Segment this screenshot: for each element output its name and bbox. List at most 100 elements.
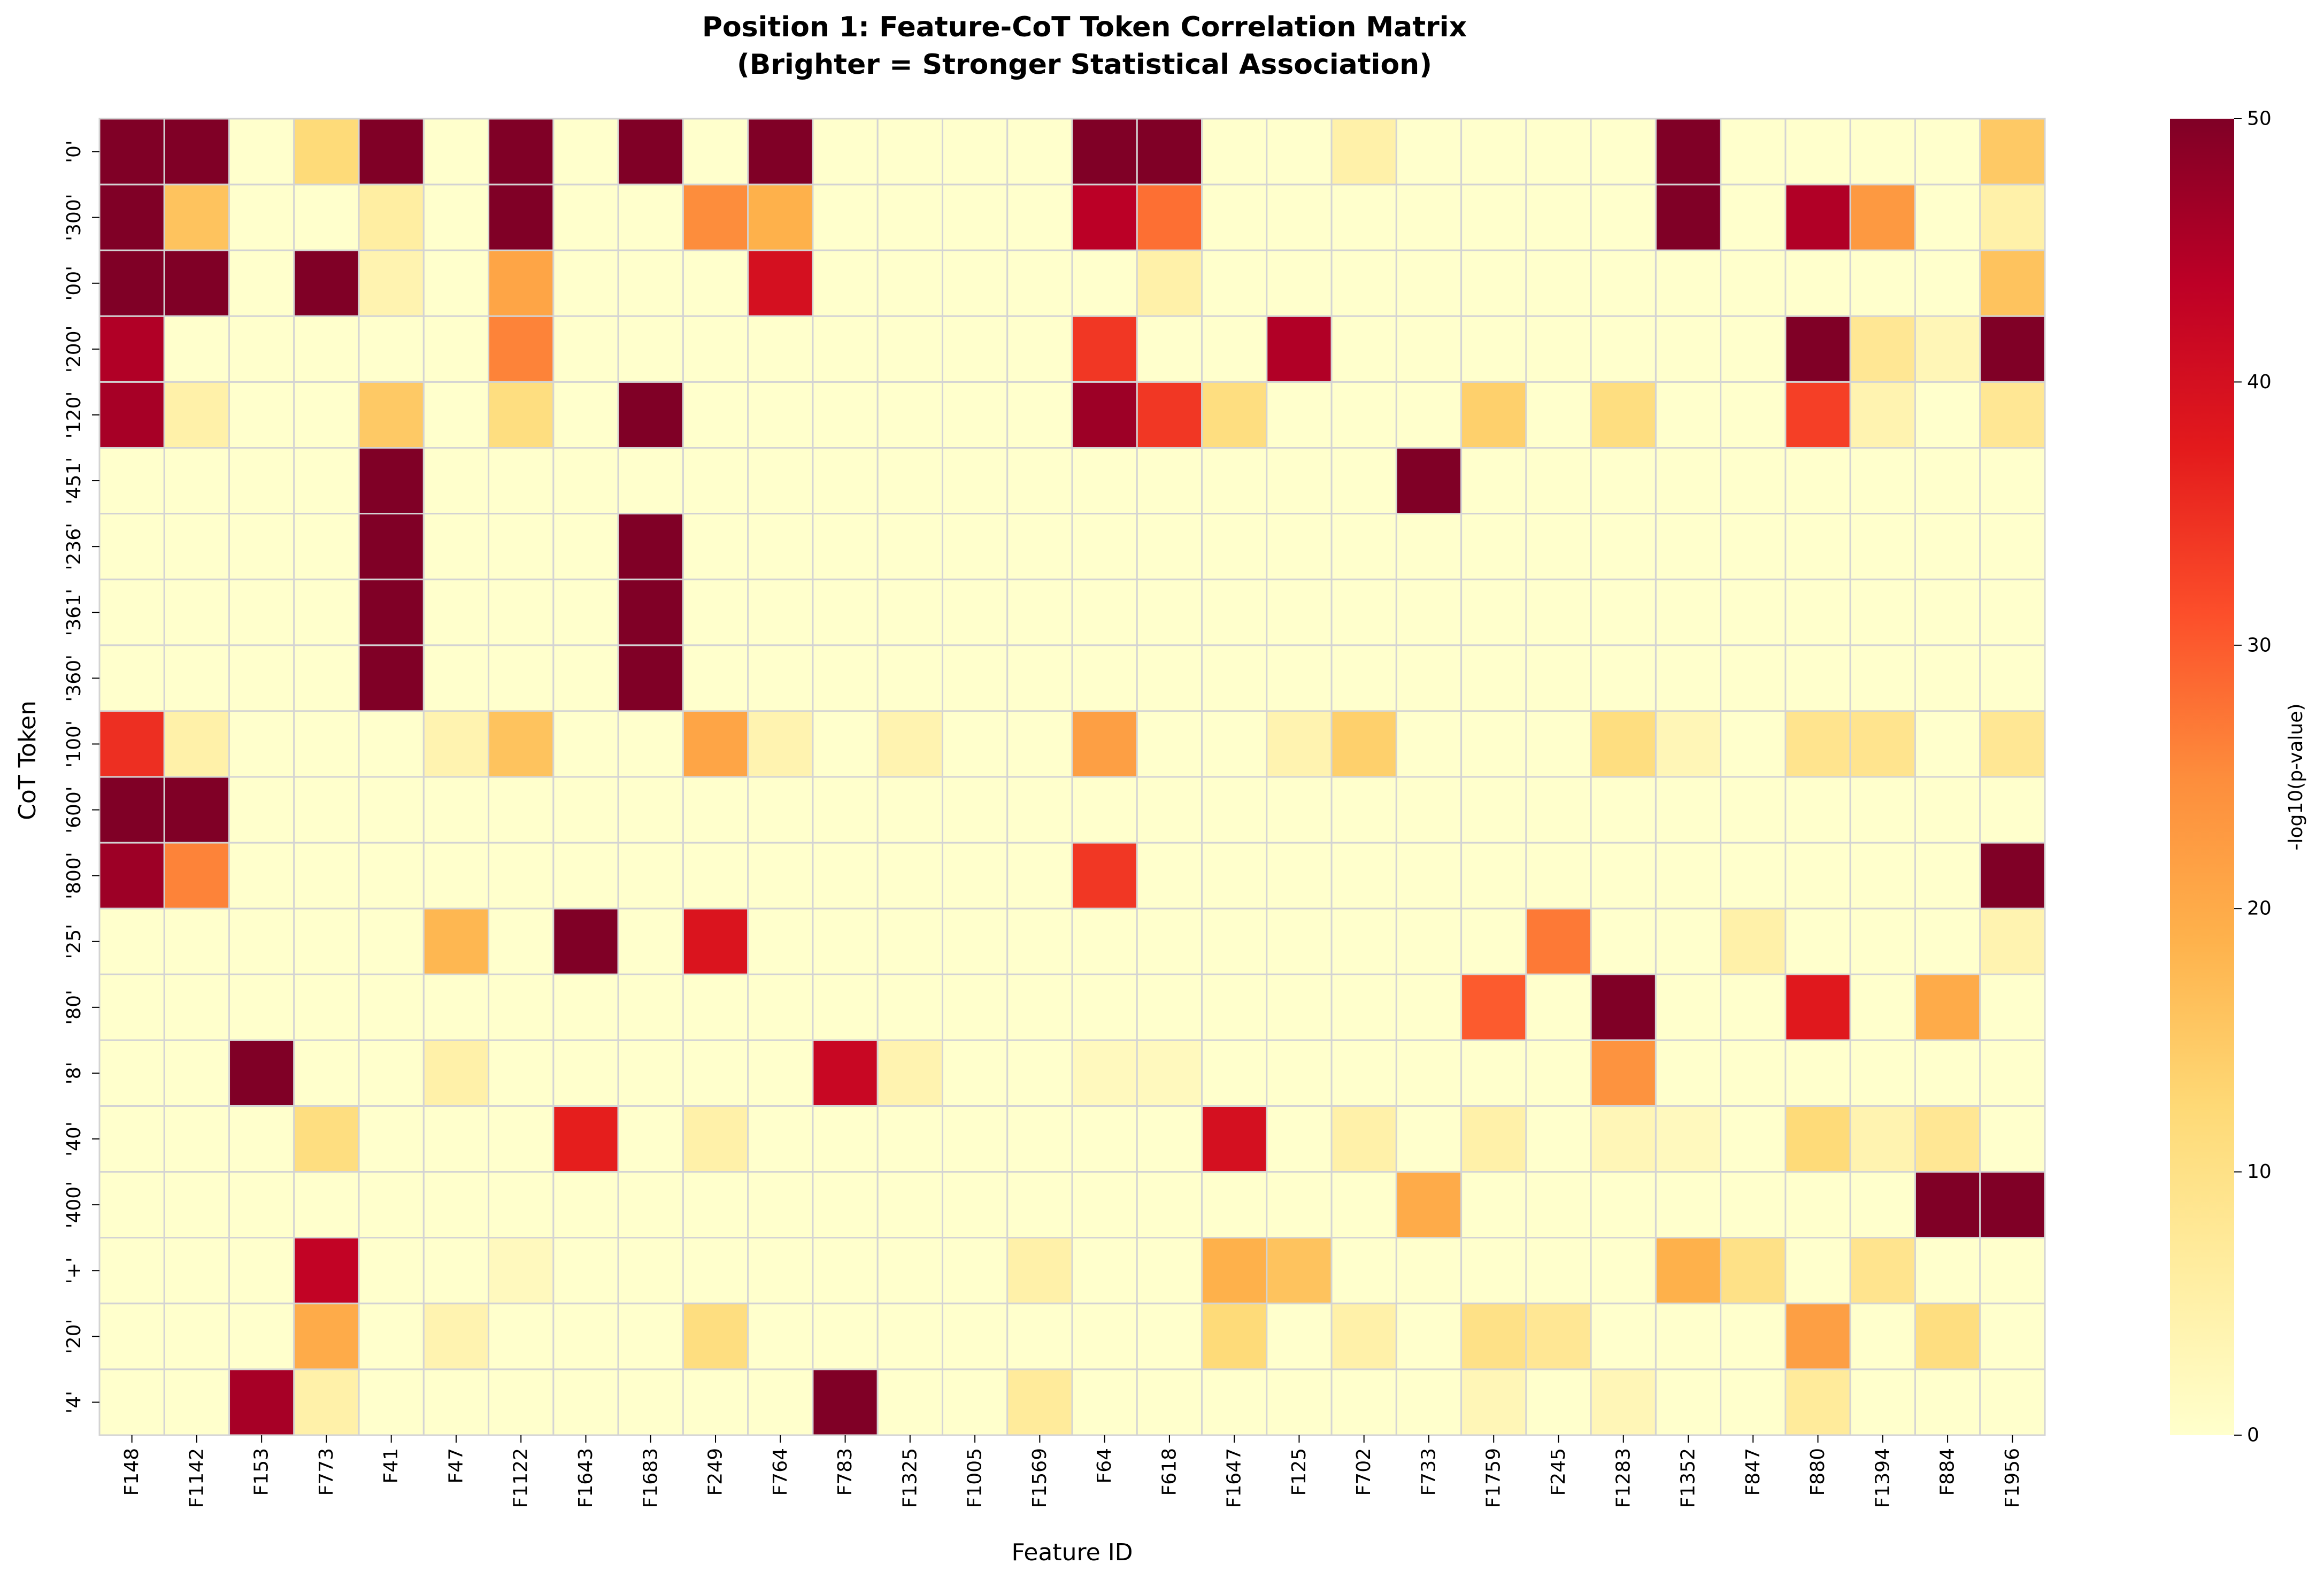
heatmap-cell — [1201, 183, 1268, 251]
heatmap-cell — [1460, 710, 1527, 778]
heatmap-cell — [1330, 118, 1397, 186]
heatmap-cell — [1071, 907, 1138, 975]
heatmap-cell — [1395, 447, 1463, 515]
heatmap-cell — [1136, 315, 1203, 383]
heatmap-cell — [358, 447, 425, 515]
heatmap-cell — [1784, 579, 1851, 646]
heatmap-cell — [1849, 1368, 1916, 1436]
heatmap-cell — [163, 315, 230, 383]
heatmap-cell — [876, 118, 943, 186]
heatmap-cell — [1071, 973, 1138, 1041]
heatmap-cell — [941, 1105, 1009, 1173]
heatmap-cell — [1654, 1039, 1722, 1107]
heatmap-cell — [228, 315, 295, 383]
heatmap-cell — [1330, 1171, 1397, 1239]
heatmap-cell — [1460, 1368, 1527, 1436]
heatmap-cell — [1525, 183, 1592, 251]
heatmap-cell — [1525, 1237, 1592, 1305]
heatmap-cell — [552, 579, 619, 646]
heatmap-cell — [876, 1368, 943, 1436]
heatmap-cell — [1460, 315, 1527, 383]
heatmap-cell — [1590, 1039, 1657, 1107]
heatmap-cell — [876, 644, 943, 712]
heatmap-cell — [1525, 513, 1592, 581]
heatmap-cell — [552, 644, 619, 712]
y-tick-label: '600' — [63, 786, 85, 834]
heatmap-cell — [1525, 644, 1592, 712]
heatmap-cell — [617, 1237, 684, 1305]
heatmap-cell — [876, 1303, 943, 1370]
heatmap-cell — [682, 842, 749, 910]
heatmap-cell — [941, 315, 1009, 383]
heatmap-cell — [293, 1237, 360, 1305]
heatmap-cell — [1266, 1105, 1333, 1173]
heatmap-cell — [1330, 513, 1397, 581]
heatmap-cell — [228, 1171, 295, 1239]
heatmap-cell — [1071, 842, 1138, 910]
heatmap-cell — [1330, 776, 1397, 844]
heatmap-cell — [1006, 249, 1073, 317]
colorbar-tick-label: 50 — [2247, 108, 2272, 130]
heatmap-cell — [1979, 842, 2046, 910]
heatmap-cell — [163, 381, 230, 449]
heatmap-cell — [1266, 183, 1333, 251]
heatmap-cell — [1849, 644, 1916, 712]
heatmap-cell — [358, 381, 425, 449]
heatmap-cell — [163, 513, 230, 581]
heatmap-cell — [552, 710, 619, 778]
heatmap-cell — [941, 1368, 1009, 1436]
heatmap-cell — [228, 118, 295, 186]
heatmap-cell — [552, 183, 619, 251]
heatmap-cell — [1525, 315, 1592, 383]
heatmap-cell — [1071, 710, 1138, 778]
heatmap-cell — [1330, 447, 1397, 515]
x-tick-label: F41 — [380, 1448, 402, 1484]
heatmap-cell — [422, 1368, 490, 1436]
heatmap-cell — [1979, 1039, 2046, 1107]
heatmap-cell — [747, 249, 814, 317]
heatmap-cell — [1330, 842, 1397, 910]
heatmap-cell — [293, 710, 360, 778]
heatmap-cell — [617, 644, 684, 712]
heatmap-cell — [163, 1368, 230, 1436]
heatmap-cell — [1201, 1237, 1268, 1305]
heatmap-cell — [1784, 1039, 1851, 1107]
heatmap-cell — [1136, 907, 1203, 975]
heatmap-cell — [1006, 710, 1073, 778]
heatmap-cell — [1720, 315, 1787, 383]
heatmap-cell — [1136, 710, 1203, 778]
heatmap-cell — [1201, 315, 1268, 383]
heatmap-cell — [747, 842, 814, 910]
heatmap-cell — [1071, 776, 1138, 844]
heatmap-cell — [1266, 644, 1333, 712]
heatmap-cell — [1395, 644, 1463, 712]
heatmap-cell — [1914, 1368, 1981, 1436]
y-tick-label: '236' — [63, 523, 85, 571]
heatmap-cell — [941, 710, 1009, 778]
heatmap-cell — [1590, 1171, 1657, 1239]
heatmap-cell — [1784, 1368, 1851, 1436]
heatmap-cell — [552, 842, 619, 910]
heatmap-cell — [488, 118, 555, 186]
heatmap-cell — [1460, 118, 1527, 186]
heatmap-cell — [552, 447, 619, 515]
heatmap-cell — [1395, 1105, 1463, 1173]
heatmap-cell — [876, 776, 943, 844]
heatmap-cell — [682, 579, 749, 646]
heatmap-cell — [488, 1039, 555, 1107]
heatmap-cell — [1979, 249, 2046, 317]
heatmap-cell — [876, 1171, 943, 1239]
heatmap-cell — [682, 907, 749, 975]
heatmap-cell — [617, 183, 684, 251]
heatmap-cell — [163, 776, 230, 844]
heatmap-cell — [812, 579, 879, 646]
heatmap-cell — [617, 381, 684, 449]
heatmap-cell — [1849, 447, 1916, 515]
heatmap-cell — [1266, 1171, 1333, 1239]
heatmap-cell — [876, 381, 943, 449]
heatmap-cell — [228, 710, 295, 778]
heatmap-cell — [422, 1303, 490, 1370]
heatmap-cell — [1525, 1368, 1592, 1436]
heatmap-cell — [1784, 1105, 1851, 1173]
heatmap-cell — [1979, 907, 2046, 975]
